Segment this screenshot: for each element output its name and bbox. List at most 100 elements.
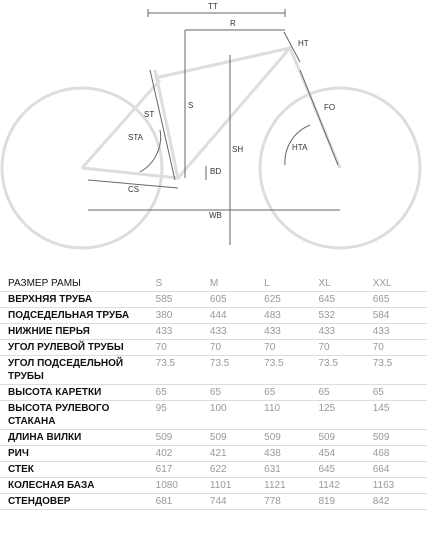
cell: 65 bbox=[155, 384, 210, 401]
row-label: СТЕНДОВЕР bbox=[0, 493, 156, 510]
cell: XXL bbox=[372, 276, 427, 292]
cell: 681 bbox=[155, 493, 210, 510]
label: S bbox=[188, 101, 193, 110]
frame bbox=[80, 45, 342, 180]
cell: XL bbox=[318, 276, 373, 292]
cell: 125 bbox=[318, 400, 373, 430]
row-label: КОЛЕСНАЯ БАЗА bbox=[0, 477, 156, 494]
row-label: СТЕК bbox=[0, 461, 156, 478]
cell: 70 bbox=[155, 339, 210, 356]
label: BD bbox=[210, 167, 221, 176]
cell: 433 bbox=[264, 323, 319, 340]
cell: 73.5 bbox=[264, 355, 319, 385]
cell: 819 bbox=[318, 493, 373, 510]
label: SH bbox=[232, 145, 243, 154]
table-row: СТЕК 617 622 631 645 664 bbox=[0, 461, 427, 478]
row-label: ВЕРХНЯЯ ТРУБА bbox=[0, 291, 156, 308]
cell: 402 bbox=[155, 445, 210, 462]
label: R bbox=[230, 19, 236, 28]
label: TT bbox=[208, 2, 218, 11]
cell: 509 bbox=[209, 429, 265, 446]
cell: 110 bbox=[264, 400, 319, 430]
cell: 622 bbox=[209, 461, 265, 478]
label: ST bbox=[144, 110, 154, 119]
label: WB bbox=[209, 211, 222, 220]
row-label: ПОДСЕДЕЛЬНАЯ ТРУБА bbox=[0, 307, 156, 324]
cell: 454 bbox=[318, 445, 373, 462]
cell: 631 bbox=[264, 461, 319, 478]
cell: 483 bbox=[264, 307, 319, 324]
table-row: ВЕРХНЯЯ ТРУБА 585 605 625 645 665 bbox=[0, 291, 427, 308]
row-label: ДЛИНА ВИЛКИ bbox=[0, 429, 156, 446]
cell: 1142 bbox=[318, 477, 373, 494]
cell: 65 bbox=[264, 384, 319, 401]
cell: 1163 bbox=[372, 477, 427, 494]
table-row: ВЫСОТА КАРЕТКИ 65 65 65 65 65 bbox=[0, 384, 427, 401]
cell: 509 bbox=[264, 429, 319, 446]
cell: S bbox=[155, 276, 210, 292]
cell: 778 bbox=[264, 493, 319, 510]
cell: 73.5 bbox=[318, 355, 373, 385]
cell: 625 bbox=[264, 291, 319, 308]
cell: 617 bbox=[155, 461, 210, 478]
label: CS bbox=[128, 185, 139, 194]
cell: 664 bbox=[372, 461, 427, 478]
cell: 509 bbox=[372, 429, 427, 446]
cell: 65 bbox=[372, 384, 427, 401]
cell: 95 bbox=[155, 400, 210, 430]
cell: 1121 bbox=[264, 477, 319, 494]
cell: 70 bbox=[318, 339, 373, 356]
cell: 70 bbox=[209, 339, 265, 356]
cell: 145 bbox=[372, 400, 427, 430]
cell: 509 bbox=[318, 429, 373, 446]
table-row: ПОДСЕДЕЛЬНАЯ ТРУБА 380 444 483 532 584 bbox=[0, 307, 427, 324]
st-line bbox=[149, 69, 176, 181]
cell: 100 bbox=[209, 400, 265, 430]
ht-line bbox=[283, 31, 301, 63]
cell: 532 bbox=[318, 307, 373, 324]
table-row: РАЗМЕР РАМЫ S M L XL XXL bbox=[0, 276, 427, 292]
cell: 433 bbox=[318, 323, 373, 340]
cell: 433 bbox=[372, 323, 427, 340]
cell: 438 bbox=[264, 445, 319, 462]
cell: 645 bbox=[318, 291, 373, 308]
hta-arc bbox=[284, 124, 311, 166]
row-label: НИЖНИЕ ПЕРЬЯ bbox=[0, 323, 156, 340]
cell: 433 bbox=[155, 323, 210, 340]
cell: 444 bbox=[209, 307, 265, 324]
table-row: УГОЛ ПОДСЕДЕЛЬНОЙ ТРУБЫ 73.5 73.5 73.5 73.5 7… bbox=[0, 355, 427, 385]
cell: 509 bbox=[155, 429, 210, 446]
row-label: ВЫСОТА КАРЕТКИ bbox=[0, 384, 156, 401]
label: HTA bbox=[292, 143, 308, 152]
cell: 380 bbox=[155, 307, 210, 324]
fo-line bbox=[299, 69, 339, 166]
cell: 842 bbox=[372, 493, 427, 510]
cell: 73.5 bbox=[209, 355, 265, 385]
cell: 468 bbox=[372, 445, 427, 462]
geometry-diagram: TT R HT S ST STA FO SH HTA BD CS WB bbox=[0, 2, 422, 250]
cell: 1080 bbox=[155, 477, 210, 494]
table-row: ВЫСОТА РУЛЕВОГО СТАКАНА 95 100 110 125 145 bbox=[0, 400, 427, 430]
table-row: РИЧ 402 421 438 454 468 bbox=[0, 445, 427, 462]
cell: 421 bbox=[209, 445, 265, 462]
cell: 65 bbox=[209, 384, 265, 401]
sta-arc bbox=[139, 129, 162, 173]
table-row: УГОЛ РУЛЕВОЙ ТРУБЫ 70 70 70 70 70 bbox=[0, 339, 427, 356]
row-label: РИЧ bbox=[0, 445, 156, 462]
front-wheel bbox=[258, 86, 422, 250]
cell: 433 bbox=[209, 323, 265, 340]
cell: M bbox=[209, 276, 265, 292]
cell: 70 bbox=[372, 339, 427, 356]
table-row: НИЖНИЕ ПЕРЬЯ 433 433 433 433 433 bbox=[0, 323, 427, 340]
cell: 584 bbox=[372, 307, 427, 324]
label: HT bbox=[298, 39, 309, 48]
row-label: РАЗМЕР РАМЫ bbox=[0, 276, 156, 292]
cell: 605 bbox=[209, 291, 265, 308]
row-label: УГОЛ ПОДСЕДЕЛЬНОЙ ТРУБЫ bbox=[0, 355, 156, 385]
cell: 645 bbox=[318, 461, 373, 478]
geometry-table: РАЗМЕР РАМЫ S M L XL XXL ВЕРХНЯЯ ТРУБА 585 605 62… bbox=[0, 276, 427, 510]
table-row: ДЛИНА ВИЛКИ 509 509 509 509 509 bbox=[0, 429, 427, 446]
cell: 665 bbox=[372, 291, 427, 308]
cell: 65 bbox=[318, 384, 373, 401]
